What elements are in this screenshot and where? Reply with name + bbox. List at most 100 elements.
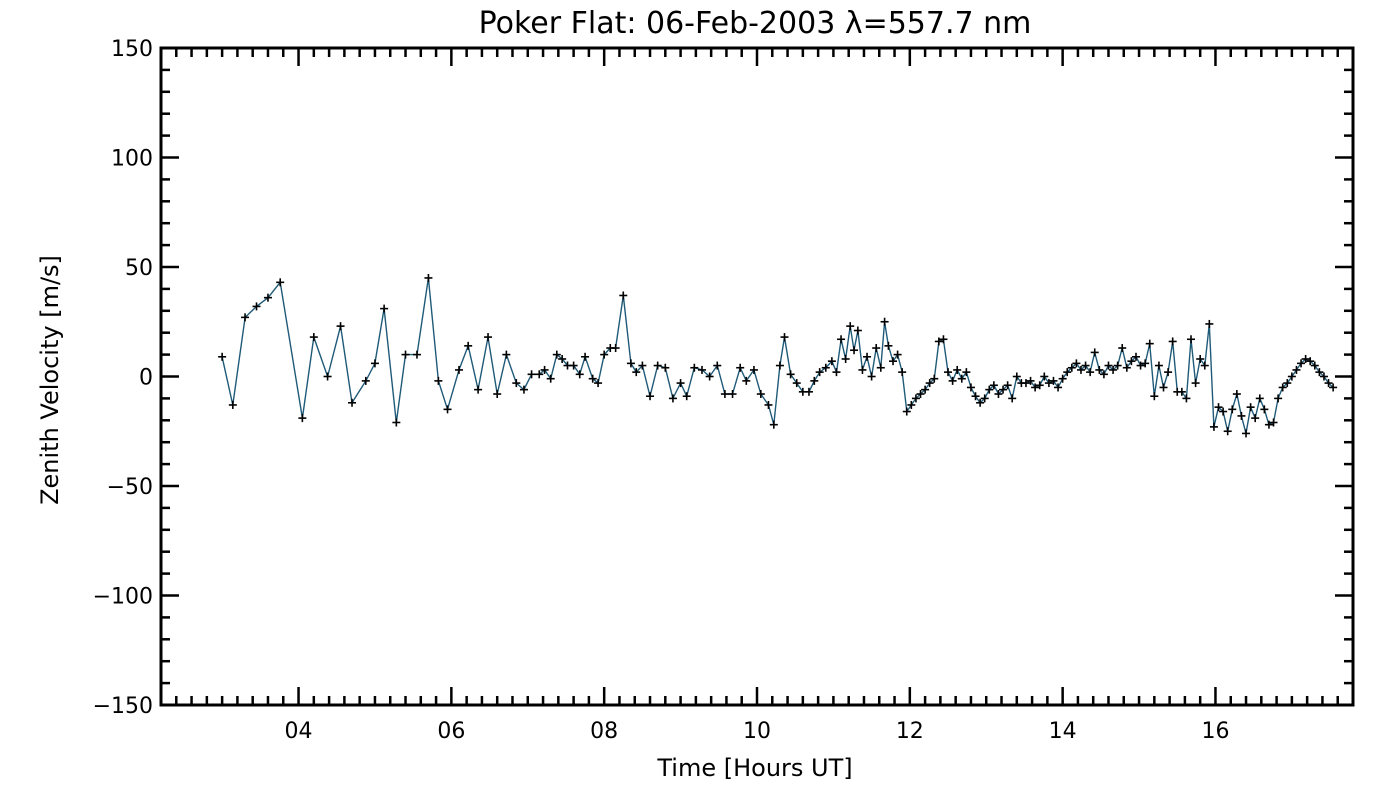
data-point xyxy=(380,304,389,313)
data-point xyxy=(815,368,824,377)
data-point xyxy=(1021,379,1030,388)
data-point xyxy=(863,352,872,361)
data-point xyxy=(1209,422,1218,431)
data-point xyxy=(841,354,850,363)
data-point xyxy=(323,372,332,381)
data-point xyxy=(298,414,307,423)
data-point xyxy=(1145,339,1154,348)
data-point xyxy=(1315,368,1324,377)
data-point xyxy=(228,400,237,409)
data-point xyxy=(569,361,578,370)
data-point xyxy=(474,385,483,394)
data-point xyxy=(962,368,971,377)
data-point xyxy=(519,385,528,394)
data-point xyxy=(792,379,801,388)
data-point xyxy=(1205,319,1214,328)
data-point xyxy=(552,350,561,359)
plot-frame xyxy=(159,46,1355,707)
data-point xyxy=(925,379,934,388)
data-point xyxy=(1164,368,1173,377)
data-point xyxy=(348,398,357,407)
data-point xyxy=(588,374,597,383)
data-point xyxy=(1223,427,1232,436)
minor-ticks xyxy=(159,48,1355,705)
data-point xyxy=(939,335,948,344)
data-point xyxy=(668,394,677,403)
data-point xyxy=(764,400,773,409)
data-point xyxy=(898,368,907,377)
data-point xyxy=(646,392,655,401)
data-point xyxy=(502,350,511,359)
x-tick-label: 04 xyxy=(285,719,313,744)
data-point xyxy=(893,350,902,359)
x-tick-label: 08 xyxy=(590,719,618,744)
data-point xyxy=(930,374,939,383)
data-point xyxy=(867,372,876,381)
data-point xyxy=(546,374,555,383)
data-point xyxy=(769,420,778,429)
data-point xyxy=(1086,368,1095,377)
y-axis-label: Zenith Velocity [m/s] xyxy=(36,255,64,505)
data-point xyxy=(336,322,345,331)
data-point xyxy=(786,370,795,379)
y-tick-label: 150 xyxy=(111,37,153,62)
data-point xyxy=(884,341,893,350)
y-tick-label: 50 xyxy=(125,256,153,281)
data-point xyxy=(994,390,1003,399)
data-point xyxy=(1122,363,1131,372)
data-point xyxy=(948,376,957,385)
data-markers xyxy=(218,273,1338,438)
data-point xyxy=(252,302,261,311)
data-point xyxy=(263,293,272,302)
data-point xyxy=(600,350,609,359)
data-point xyxy=(1168,337,1177,346)
data-point xyxy=(980,394,989,403)
data-point xyxy=(1063,368,1072,377)
plot-area: 04 06 08 10 12 14 16 −150 −100 −50 0 50 100 150 xyxy=(93,37,1355,744)
data-point xyxy=(653,361,662,370)
data-point xyxy=(1232,390,1241,399)
major-ticks xyxy=(161,46,1353,707)
data-point xyxy=(464,341,473,350)
data-point xyxy=(1159,383,1168,392)
data-point xyxy=(1141,359,1150,368)
y-tick-label: −100 xyxy=(93,585,153,610)
data-point xyxy=(966,383,975,392)
data-point xyxy=(493,390,502,399)
data-point xyxy=(1104,361,1113,370)
data-point xyxy=(713,361,722,370)
data-point xyxy=(370,359,379,368)
data-point xyxy=(889,357,898,366)
data-point xyxy=(1237,411,1246,420)
data-point xyxy=(1054,383,1063,392)
data-point xyxy=(1072,359,1081,368)
data-point xyxy=(1274,394,1283,403)
data-point xyxy=(1297,359,1306,368)
data-point xyxy=(1260,405,1269,414)
data-point xyxy=(443,405,452,414)
data-point xyxy=(850,346,859,355)
data-point xyxy=(880,317,889,326)
data-point xyxy=(780,333,789,342)
data-point xyxy=(1113,361,1122,370)
data-point xyxy=(1264,420,1273,429)
data-point xyxy=(1031,383,1040,392)
data-point xyxy=(434,376,443,385)
data-point xyxy=(558,354,567,363)
data-point xyxy=(1150,392,1159,401)
data-point xyxy=(1191,379,1200,388)
y-tick-label: 100 xyxy=(111,147,153,172)
data-point xyxy=(392,418,401,427)
data-point xyxy=(455,365,463,374)
data-point xyxy=(1196,354,1205,363)
data-point xyxy=(976,398,985,407)
data-point xyxy=(953,365,962,374)
data-point xyxy=(626,359,635,368)
data-point xyxy=(611,344,620,353)
data-point xyxy=(1035,381,1044,390)
data-point xyxy=(484,333,493,342)
data-point xyxy=(1012,372,1021,381)
series-line xyxy=(221,277,1334,434)
data-point xyxy=(1292,365,1301,374)
x-axis-label: Time [Hours UT] xyxy=(656,754,852,782)
